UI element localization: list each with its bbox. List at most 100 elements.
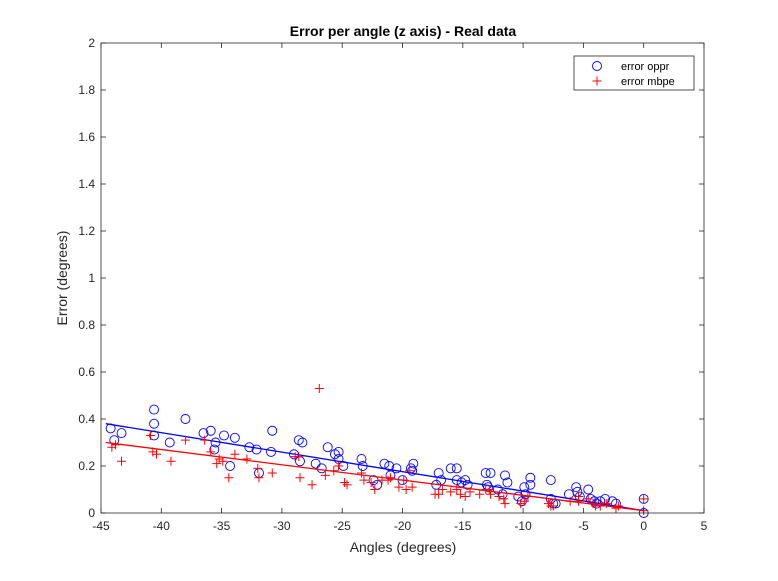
series-2-point (639, 494, 649, 504)
x-tick-label: -10 (514, 519, 532, 533)
y-tick-label: 1 (88, 271, 95, 285)
series-1-point (198, 428, 209, 439)
x-tick-label: 0 (640, 519, 647, 533)
x-axis-label: Angles (degrees) (350, 539, 457, 555)
series-1-point (520, 489, 531, 500)
legend-box (573, 55, 695, 91)
series-1-point (225, 461, 235, 471)
series-2-point (206, 447, 216, 457)
series-2-point (356, 468, 366, 478)
series-1-point (297, 437, 308, 448)
series-1-point (519, 482, 530, 493)
series-2-point (519, 496, 529, 506)
y-tick-label: 2 (88, 36, 95, 50)
series-1-point (209, 444, 220, 455)
series-1-point (149, 418, 160, 429)
series-1-point (462, 479, 473, 490)
series-1-point (483, 482, 494, 493)
legend-marker-2 (592, 76, 602, 86)
series-1-point (266, 446, 276, 457)
legend-label-1: error oppr (621, 61, 670, 73)
series-2-point (548, 501, 558, 511)
series-2-point (499, 494, 509, 504)
series-2-point (340, 477, 350, 487)
series-1-point (357, 461, 368, 471)
x-tick-label: -30 (273, 519, 291, 533)
series-2-point (267, 468, 277, 478)
chart-title: Error per angle (z axis) - Real data (290, 23, 517, 39)
series-1-point (316, 463, 327, 474)
series-2-point (516, 499, 526, 509)
series-2-point (224, 473, 234, 483)
data-layer (105, 383, 649, 518)
x-axis: -45 -40 -35 -30 -25 -20 -15 -10 -5 0 5 (92, 43, 708, 533)
y-tick-label: 1.2 (78, 224, 95, 238)
series-1-fit-line (105, 423, 644, 512)
series-2-point (486, 489, 496, 499)
series-1-point (583, 484, 594, 495)
series-2-point (588, 499, 598, 509)
series-2-point (148, 447, 158, 457)
series-2-point (565, 496, 575, 506)
series-2-point (460, 492, 470, 502)
series-2-point (494, 492, 504, 502)
y-axis-label: Error (degrees) (54, 231, 70, 326)
series-1-point (408, 458, 419, 469)
series-2-point (437, 485, 447, 494)
series-1-point (525, 479, 536, 490)
series-2-point (214, 454, 224, 464)
legend-marker-1 (592, 61, 602, 71)
series-1-point (293, 435, 304, 446)
series-2-point (253, 463, 263, 473)
series-2-point (613, 501, 623, 511)
series-1-point (244, 442, 255, 453)
series-2-point (611, 503, 621, 513)
series-1-point (105, 423, 116, 434)
series-2-point (230, 449, 240, 459)
series-1-point (485, 468, 496, 478)
series-2-point (314, 383, 324, 393)
series-2-point (583, 494, 593, 504)
series-2-point (218, 456, 228, 466)
series-1-point (322, 442, 333, 453)
series-2-fit-line (105, 441, 644, 512)
series-1-point (451, 475, 462, 486)
series-1-point (384, 461, 395, 471)
y-tick-label: 0.2 (78, 459, 95, 473)
series-1-point (525, 472, 536, 483)
series-2-point (151, 449, 161, 459)
series-2-point (242, 454, 252, 464)
series-1-point (545, 475, 556, 486)
x-tick-label: -35 (213, 519, 231, 533)
series-1-point (405, 463, 416, 474)
series-1-point (116, 428, 127, 439)
series-2-point (475, 489, 485, 499)
legend-label-2: error mbpe (621, 76, 675, 88)
series-2-point (523, 492, 533, 502)
legend-entries: error oppr error mbpe (592, 61, 675, 88)
series-2-point (595, 501, 605, 511)
series-1-point (502, 477, 513, 488)
x-tick-label: -20 (394, 519, 412, 533)
series-2 (105, 383, 649, 516)
series-2-point (407, 482, 417, 492)
series-1-point (205, 425, 216, 436)
x-tick-label: -5 (578, 519, 589, 533)
series-2-point (465, 487, 475, 497)
series-2-point (320, 470, 330, 480)
series-1-point (500, 470, 510, 481)
series-1-point (460, 475, 471, 486)
x-tick-label: -45 (92, 519, 110, 533)
series-1-point (333, 446, 344, 457)
y-axis: 0 0.2 0.4 0.6 0.8 1 1.2 1.4 1.6 1.8 2 (78, 36, 704, 520)
series-1-point (433, 468, 444, 478)
series-2-point (366, 477, 376, 487)
series-2-point (543, 499, 553, 509)
series-2-point (434, 489, 444, 499)
series-2-point (359, 475, 369, 485)
y-tick-label: 0.6 (78, 365, 95, 379)
series-2-point (452, 485, 462, 494)
x-tick-label: 5 (701, 519, 708, 533)
plot-area (101, 43, 704, 513)
